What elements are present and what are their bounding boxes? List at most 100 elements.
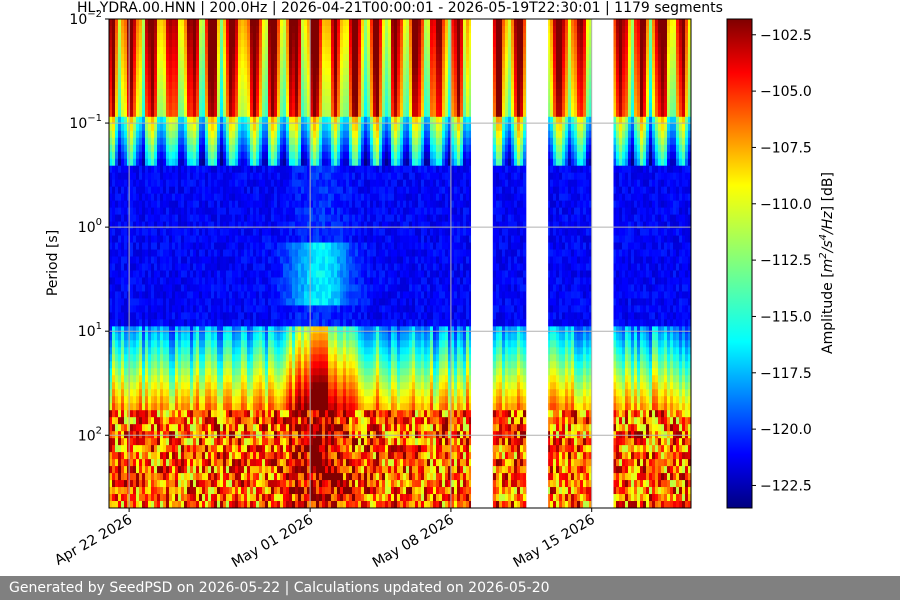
spectrogram-cell [235,298,238,307]
spectrogram-cell [295,326,298,334]
spectrogram-cell [112,116,115,125]
spectrogram-cell [175,340,178,348]
spectrogram-cell [214,291,217,300]
spectrogram-cell [196,375,199,383]
spectrogram-cell [211,25,214,34]
spectrogram-cell [268,396,271,404]
spectrogram-cell [289,81,292,90]
spectrogram-cell [169,424,172,432]
spectrogram-cell [142,494,145,502]
spectrogram-cell [151,102,154,111]
spectrogram-cell [271,67,274,76]
spectrogram-cell [283,144,286,153]
spectrogram-cell [154,144,157,153]
spectrogram-cell [238,312,241,320]
spectrogram-cell [118,459,121,467]
spectrogram-cell [136,319,139,327]
spectrogram-cell [118,39,121,48]
spectrogram-cell [235,46,238,55]
spectrogram-cell [250,242,253,251]
spectrogram-cell [268,452,271,460]
spectrogram-cell [196,354,199,362]
spectrogram-cell [154,389,157,397]
spectrogram-cell [154,186,157,195]
spectrogram-cell [244,109,247,118]
spectrogram-cell [322,102,325,111]
spectrogram-cell [202,277,205,286]
spectrogram-cell [241,158,244,167]
spectrogram-cell [256,74,259,83]
spectrogram-cell [304,473,307,481]
spectrogram-cell [157,438,160,446]
spectrogram-cell [235,32,238,41]
spectrogram-cell [265,466,268,474]
spectrogram-cell [271,249,274,258]
spectrogram-cell [136,235,139,244]
spectrogram-cell [133,151,136,160]
spectrogram-cell [265,459,268,467]
spectrogram-cell [301,403,304,411]
spectrogram-cell [163,116,166,125]
spectrogram-cell [202,326,205,334]
spectrogram-cell [274,32,277,41]
spectrogram-cell [265,158,268,167]
spectrogram-cell [172,263,175,272]
spectrogram-cell [295,417,298,425]
spectrogram-cell [124,158,127,167]
spectrogram-cell [145,123,148,132]
spectrogram-cell [280,466,283,474]
spectrogram-cell [157,452,160,460]
spectrogram-cell [124,200,127,209]
spectrogram-cell [199,214,202,223]
spectrogram-cell [169,109,172,118]
spectrogram-cell [115,480,118,488]
spectrogram-cell [202,249,205,258]
spectrogram-cell [175,228,178,237]
spectrogram-cell [199,368,202,376]
spectrogram-cell [196,438,199,446]
spectrogram-cell [115,123,118,132]
spectrogram-cell [235,403,238,411]
spectrogram-cell [250,396,253,404]
spectrogram-cell [115,354,118,362]
spectrogram-cell [145,438,148,446]
spectrogram-cell [208,256,211,265]
spectrogram-cell [184,221,187,230]
spectrogram-cell [283,186,286,195]
spectrogram-cell [154,375,157,383]
spectrogram-cell [259,284,262,293]
spectrogram-cell [178,158,181,167]
spectrogram-cell [175,445,178,453]
spectrogram-cell [160,214,163,223]
spectrogram-cell [172,375,175,383]
spectrogram-cell [127,480,130,488]
spectrogram-cell [172,88,175,97]
spectrogram-cell [292,403,295,411]
spectrogram-cell [214,53,217,62]
spectrogram-cell [229,256,232,265]
spectrogram-cell [142,501,145,508]
spectrogram-cell [178,221,181,230]
spectrogram-cell [115,368,118,376]
spectrogram-cell [298,179,301,188]
spectrogram-cell [208,466,211,474]
spectrogram-cell [292,214,295,223]
spectrogram-cell [313,32,316,41]
spectrogram-cell [253,81,256,90]
spectrogram-cell [292,67,295,76]
spectrogram-cell [160,179,163,188]
spectrogram-cell [268,137,271,146]
spectrogram-cell [217,375,220,383]
spectrogram-cell [208,151,211,160]
spectrogram-cell [109,172,112,181]
spectrogram-cell [127,102,130,111]
spectrogram-cell [178,445,181,453]
spectrogram-cell [235,452,238,460]
spectrogram-cell [235,207,238,216]
spectrogram-cell [307,403,310,411]
spectrogram-cell [307,410,310,418]
spectrogram-cell [226,158,229,167]
spectrogram-cell [268,46,271,55]
spectrogram-cell [202,228,205,237]
spectrogram-cell [262,473,265,481]
